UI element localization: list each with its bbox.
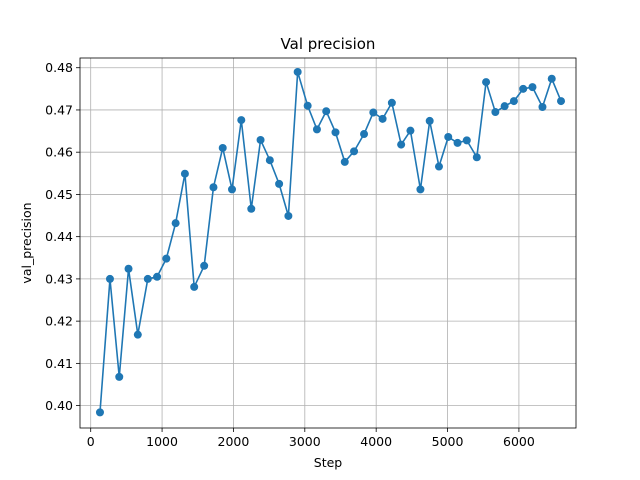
y-tick-label: 0.48	[45, 60, 73, 75]
x-tick-label: 3000	[289, 434, 321, 449]
x-tick-label: 4000	[360, 434, 392, 449]
data-point	[247, 204, 256, 213]
y-tick-label: 0.46	[45, 145, 73, 160]
chart-title: Val precision	[281, 35, 376, 53]
x-axis: 0 1000 2000 3000 4000 5000 6000	[87, 428, 535, 449]
y-tick-label: 0.45	[45, 187, 73, 202]
data-point	[275, 179, 284, 188]
data-point	[284, 211, 293, 220]
data-point	[162, 254, 171, 263]
data-point	[133, 330, 142, 339]
data-point	[444, 132, 453, 141]
data-point	[115, 372, 124, 381]
x-tick-label: 6000	[503, 434, 535, 449]
data-point	[95, 408, 104, 417]
data-point	[190, 282, 199, 291]
data-point	[200, 261, 209, 270]
y-axis-title: val_precision	[19, 202, 34, 283]
x-tick-label: 5000	[432, 434, 464, 449]
data-point	[322, 107, 331, 116]
data-point	[237, 116, 246, 125]
data-point	[482, 78, 491, 87]
data-point	[453, 138, 462, 147]
data-point	[228, 185, 237, 194]
y-tick-label: 0.40	[45, 398, 73, 413]
data-point	[416, 185, 425, 194]
y-tick-label: 0.43	[45, 271, 73, 286]
series-val-precision	[95, 67, 566, 417]
data-point	[209, 183, 218, 192]
data-point	[124, 264, 133, 273]
data-point	[425, 116, 434, 125]
data-point	[462, 136, 471, 145]
data-point	[143, 274, 152, 283]
data-point	[500, 102, 509, 111]
x-tick-label: 0	[87, 434, 95, 449]
y-axis: 0.40 0.41 0.42 0.43 0.44 0.45 0.46 0.47 0.48	[45, 60, 80, 413]
data-point	[472, 153, 481, 162]
x-axis-title: Step	[314, 455, 343, 470]
data-point	[406, 126, 415, 135]
data-point	[265, 156, 274, 165]
y-tick-label: 0.42	[45, 314, 73, 329]
data-point	[153, 272, 162, 281]
data-point	[397, 140, 406, 149]
data-point	[350, 147, 359, 156]
data-point	[293, 67, 302, 76]
data-point	[256, 135, 265, 144]
x-tick-label: 2000	[218, 434, 250, 449]
data-point	[387, 98, 396, 107]
data-point	[434, 162, 443, 171]
data-point	[303, 101, 312, 110]
data-point	[491, 108, 500, 117]
data-point	[331, 128, 340, 137]
data-point	[528, 83, 537, 92]
data-point	[105, 274, 114, 283]
data-point	[312, 125, 321, 134]
data-point	[557, 97, 566, 106]
x-tick-label: 1000	[146, 434, 178, 449]
data-point	[509, 97, 518, 106]
data-point	[218, 143, 227, 152]
data-point	[369, 108, 378, 117]
data-point	[378, 114, 387, 123]
data-point	[171, 219, 180, 228]
series-line	[99, 71, 562, 413]
data-point	[547, 74, 556, 83]
data-point	[519, 84, 528, 93]
y-tick-label: 0.41	[45, 356, 73, 371]
data-point	[340, 157, 349, 166]
grid	[80, 58, 576, 428]
y-tick-label: 0.44	[45, 229, 73, 244]
data-point	[538, 103, 547, 111]
y-tick-label: 0.47	[45, 102, 73, 117]
plot-frame	[79, 57, 577, 429]
data-point	[360, 130, 369, 139]
data-point	[180, 169, 189, 178]
